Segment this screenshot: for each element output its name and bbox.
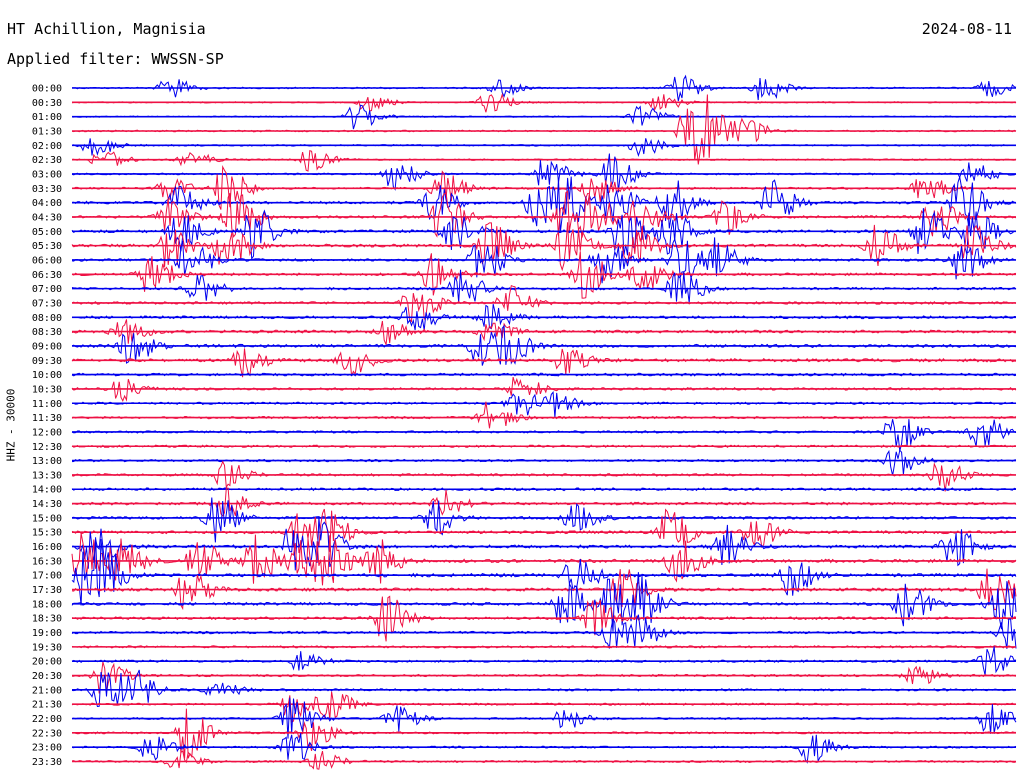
time-label: 10:30 xyxy=(32,384,62,395)
time-label: 00:00 xyxy=(32,84,62,95)
trace-line xyxy=(71,449,1017,476)
time-label: 07:00 xyxy=(32,284,62,295)
time-label: 01:00 xyxy=(32,112,62,123)
trace-line xyxy=(71,391,1017,418)
trace-line xyxy=(71,92,1017,113)
time-label: 06:30 xyxy=(32,270,62,281)
time-label: 16:30 xyxy=(32,556,62,567)
time-label: 13:00 xyxy=(32,456,62,467)
time-label: 16:00 xyxy=(32,542,62,553)
time-label: 10:00 xyxy=(32,370,62,381)
trace-line xyxy=(71,487,1017,517)
time-label: 17:30 xyxy=(32,585,62,596)
time-label: 20:00 xyxy=(32,657,62,668)
trace-line xyxy=(71,460,1016,492)
trace-line xyxy=(71,661,1017,694)
time-label: 03:00 xyxy=(32,169,62,180)
time-label: 05:30 xyxy=(32,241,62,252)
time-label: 09:00 xyxy=(32,341,62,352)
filter-label: Applied filter: WWSSN-SP xyxy=(7,50,224,68)
time-label: 14:30 xyxy=(32,499,62,510)
time-label: 21:00 xyxy=(32,685,62,696)
time-label: 03:30 xyxy=(32,184,62,195)
trace-line xyxy=(71,750,1017,770)
time-label: 19:00 xyxy=(32,628,62,639)
trace-line xyxy=(71,533,1017,586)
trace-line xyxy=(71,94,1017,165)
time-label: 04:00 xyxy=(32,198,62,209)
trace-line xyxy=(71,138,1017,158)
time-label: 00:30 xyxy=(32,98,62,109)
time-label: 14:00 xyxy=(32,485,62,496)
time-label: 08:00 xyxy=(32,313,62,324)
time-label: 02:00 xyxy=(32,141,62,152)
time-label: 22:30 xyxy=(32,728,62,739)
time-label: 20:30 xyxy=(32,671,62,682)
time-label: 01:30 xyxy=(32,126,62,137)
time-label: 23:00 xyxy=(32,743,62,754)
time-label: 12:00 xyxy=(32,427,62,438)
trace-line xyxy=(71,176,1017,233)
trace-line xyxy=(71,572,1017,632)
time-label: 18:00 xyxy=(32,599,62,610)
time-label: 12:30 xyxy=(32,442,62,453)
time-label: 04:30 xyxy=(32,212,62,223)
time-label: 15:30 xyxy=(32,528,62,539)
trace-line xyxy=(71,150,1017,172)
time-label: 06:00 xyxy=(32,255,62,266)
time-label: 18:30 xyxy=(32,614,62,625)
trace-line xyxy=(71,348,1017,378)
time-label: 08:30 xyxy=(32,327,62,338)
time-label: 11:30 xyxy=(32,413,62,424)
time-label: 17:00 xyxy=(32,571,62,582)
time-label: 15:00 xyxy=(32,513,62,524)
time-label: 11:00 xyxy=(32,399,62,410)
time-label: 19:30 xyxy=(32,642,62,653)
time-label: 21:30 xyxy=(32,700,62,711)
record-date: 2024-08-11 xyxy=(921,20,1012,38)
time-label: 05:00 xyxy=(32,227,62,238)
time-label: 13:30 xyxy=(32,470,62,481)
time-label: 09:30 xyxy=(32,356,62,367)
time-label: 02:30 xyxy=(32,155,62,166)
station-title: HT Achillion, Magnisia xyxy=(7,20,206,38)
trace-line xyxy=(71,401,1017,429)
time-label: 07:30 xyxy=(32,298,62,309)
time-label: 23:30 xyxy=(32,757,62,768)
time-label: 22:00 xyxy=(32,714,62,725)
